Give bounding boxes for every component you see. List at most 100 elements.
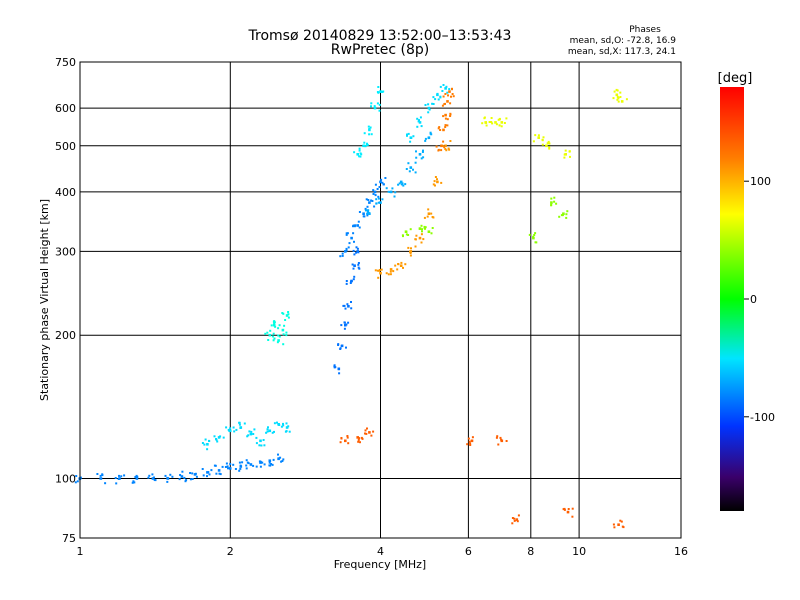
data-point bbox=[397, 183, 400, 186]
data-point bbox=[431, 216, 434, 218]
data-point bbox=[448, 88, 451, 91]
data-point bbox=[202, 474, 205, 477]
data-point bbox=[349, 282, 352, 284]
data-point bbox=[412, 135, 415, 138]
data-point bbox=[267, 426, 269, 429]
data-point bbox=[404, 263, 407, 266]
x-tick-label: 2 bbox=[227, 545, 234, 558]
data-point bbox=[285, 426, 289, 429]
data-point bbox=[333, 364, 336, 367]
data-point bbox=[389, 191, 392, 193]
data-point bbox=[421, 228, 423, 231]
data-point bbox=[273, 422, 276, 425]
data-point bbox=[100, 477, 103, 480]
data-point bbox=[364, 429, 367, 432]
data-point bbox=[449, 115, 452, 117]
colorbar-label: [deg] bbox=[718, 71, 753, 86]
data-point bbox=[567, 508, 570, 510]
data-point bbox=[357, 440, 360, 443]
data-point bbox=[467, 437, 470, 440]
data-point bbox=[114, 477, 117, 479]
data-point bbox=[370, 102, 373, 105]
data-point bbox=[206, 448, 209, 451]
data-point bbox=[357, 438, 360, 441]
data-point bbox=[366, 205, 369, 208]
data-point bbox=[498, 118, 501, 121]
data-point bbox=[433, 180, 436, 183]
data-point bbox=[372, 193, 375, 195]
data-point bbox=[400, 183, 403, 186]
data-point bbox=[558, 215, 561, 218]
data-point bbox=[444, 87, 447, 90]
data-point bbox=[449, 140, 452, 142]
data-point bbox=[249, 463, 253, 466]
data-point bbox=[385, 272, 388, 275]
data-point bbox=[443, 103, 446, 106]
data-point bbox=[343, 321, 346, 324]
data-point bbox=[434, 176, 437, 178]
data-point bbox=[216, 440, 219, 443]
data-point bbox=[285, 331, 288, 334]
data-point bbox=[424, 227, 426, 230]
data-point bbox=[195, 475, 198, 478]
x-axis-label: Frequency [MHz] bbox=[334, 558, 426, 571]
data-point bbox=[377, 86, 380, 88]
data-point bbox=[563, 508, 566, 511]
data-point bbox=[402, 266, 404, 269]
data-point bbox=[239, 464, 242, 467]
data-point bbox=[621, 525, 624, 528]
data-point bbox=[148, 474, 151, 477]
data-point bbox=[381, 181, 384, 184]
data-point bbox=[374, 269, 377, 272]
data-point bbox=[440, 181, 443, 184]
data-point bbox=[451, 87, 453, 90]
data-point bbox=[350, 236, 353, 240]
data-point bbox=[276, 341, 279, 344]
data-point bbox=[79, 476, 82, 479]
data-point bbox=[241, 461, 244, 464]
data-point bbox=[96, 473, 99, 475]
y-tick-label: 750 bbox=[55, 56, 76, 69]
data-point bbox=[619, 91, 622, 94]
data-point bbox=[442, 95, 445, 98]
data-point bbox=[376, 102, 379, 105]
data-point bbox=[358, 211, 361, 213]
data-point bbox=[426, 215, 429, 218]
data-point bbox=[378, 103, 381, 106]
data-point bbox=[374, 183, 377, 186]
y-tick-label: 400 bbox=[55, 186, 76, 199]
data-point bbox=[238, 423, 241, 426]
data-point bbox=[427, 106, 431, 110]
data-point bbox=[377, 197, 380, 200]
data-point bbox=[410, 247, 412, 250]
data-point bbox=[436, 92, 439, 95]
data-point bbox=[352, 267, 355, 270]
data-point bbox=[341, 252, 344, 255]
data-point bbox=[432, 96, 435, 99]
data-point bbox=[409, 228, 412, 231]
data-point bbox=[500, 438, 503, 441]
data-point bbox=[353, 253, 356, 256]
data-point bbox=[500, 125, 503, 128]
data-point bbox=[571, 507, 574, 510]
data-point bbox=[434, 184, 436, 187]
data-point bbox=[358, 267, 361, 270]
data-point bbox=[377, 195, 380, 198]
data-point bbox=[500, 121, 504, 124]
data-point bbox=[343, 327, 346, 330]
data-point bbox=[281, 328, 285, 332]
data-point bbox=[215, 472, 218, 475]
data-point bbox=[430, 133, 433, 136]
data-point bbox=[362, 144, 365, 148]
data-point bbox=[418, 236, 422, 240]
data-point bbox=[406, 133, 408, 136]
data-point bbox=[399, 180, 403, 184]
data-point bbox=[376, 91, 379, 93]
data-point bbox=[568, 150, 571, 153]
x-tick-label: 6 bbox=[465, 545, 472, 558]
data-point bbox=[452, 95, 455, 98]
data-point bbox=[243, 422, 246, 425]
data-point bbox=[442, 128, 445, 132]
data-point bbox=[277, 327, 280, 330]
